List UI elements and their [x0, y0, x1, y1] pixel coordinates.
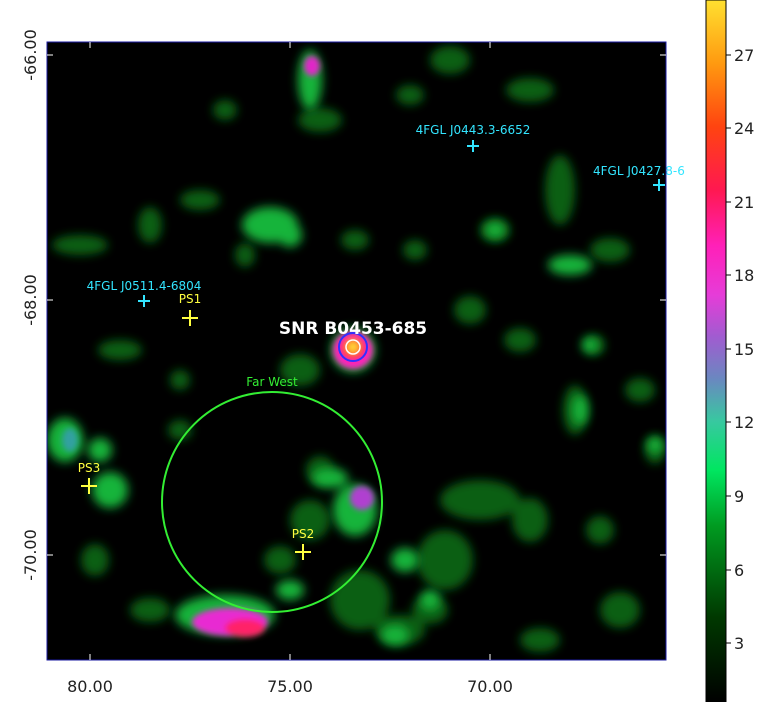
ps2-label: PS2 — [292, 527, 315, 541]
ps3-marker — [81, 478, 97, 494]
source-4fgl-j0443-label: 4FGL J0443.3-6652 — [416, 123, 531, 137]
source-4fgl-j0443-marker — [467, 140, 479, 152]
far-west-label: Far West — [246, 375, 298, 389]
colorbar-tick-label: 6 — [734, 561, 744, 580]
colorbar-tick-label: 15 — [734, 340, 754, 359]
x-tick-label: 80.00 — [67, 677, 113, 696]
colorbar-ticks — [726, 54, 731, 644]
source-4fgl-j0511-marker — [138, 295, 150, 307]
tick-marks — [47, 42, 666, 660]
colorbar-tick-label: 12 — [734, 413, 754, 432]
snr-marker — [338, 332, 368, 362]
colorbar-tick-label: 21 — [734, 193, 754, 212]
ps2-marker — [295, 544, 311, 560]
source-4fgl-j0511-label: 4FGL J0511.4-6804 — [87, 279, 202, 293]
emission-map — [47, 46, 665, 652]
colorbar-tick-label: 3 — [734, 634, 744, 653]
x-tick-label: 70.00 — [467, 677, 513, 696]
ps3-label: PS3 — [78, 461, 101, 475]
ps1-marker — [182, 310, 198, 326]
colorbar-tick-label: 24 — [734, 119, 754, 138]
colorbar-tick-label: 27 — [734, 46, 754, 65]
x-tick-label: 75.00 — [267, 677, 313, 696]
plot-frame — [46, 41, 667, 661]
colorbar-tick-label: 18 — [734, 266, 754, 285]
snr-label: SNR B0453-685 — [279, 319, 427, 339]
ps1-label: PS1 — [179, 292, 202, 306]
far-west-region-circle — [161, 391, 383, 613]
source-4fgl-j0427-marker — [653, 179, 665, 191]
colorbar-tick-label: 9 — [734, 487, 744, 506]
y-tick-label: -66.00 — [21, 29, 40, 81]
colorbar — [705, 0, 727, 702]
y-tick-label: -70.00 — [21, 529, 40, 581]
source-4fgl-j0427-label: 4FGL J0427.8-6 — [593, 164, 685, 178]
y-tick-label: -68.00 — [21, 274, 40, 326]
